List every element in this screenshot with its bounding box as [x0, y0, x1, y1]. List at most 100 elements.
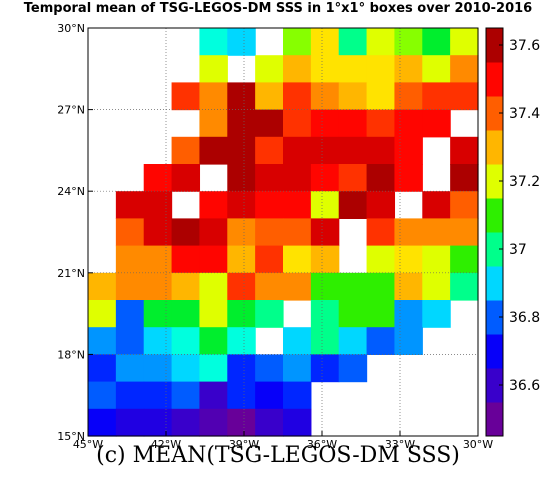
heatmap-cell — [199, 218, 228, 247]
heatmap-cell — [422, 55, 451, 83]
heatmap-cell — [171, 136, 201, 165]
colorbar-segment — [486, 28, 503, 63]
heatmap-cell — [310, 354, 340, 383]
heatmap-cell — [394, 272, 423, 301]
heatmap-cell — [394, 245, 423, 274]
heatmap-cell — [255, 164, 284, 192]
heatmap-cell — [310, 164, 340, 192]
heatmap-cell — [283, 55, 312, 83]
heatmap-cell — [283, 28, 312, 56]
heatmap-cell — [283, 327, 312, 355]
heatmap-cell — [450, 218, 479, 247]
heatmap-cell — [227, 245, 256, 274]
heatmap-cell — [394, 218, 423, 247]
y-tick-label: 15°N — [57, 430, 85, 443]
heatmap-cell — [171, 300, 201, 328]
heatmap-cell — [394, 136, 423, 165]
x-tick-labels: 45°W 42°W 39°W 36°W 33°W 30°W — [73, 438, 493, 451]
heatmap-cell — [255, 408, 284, 437]
heatmap-cell — [310, 136, 340, 165]
plot-frame — [87, 27, 479, 437]
heatmap-cell — [199, 354, 228, 383]
x-tick-label: 45°W — [73, 438, 103, 451]
y-tick-label: 18°N — [57, 348, 85, 361]
heatmap-cell — [88, 408, 117, 437]
heatmap-cell — [171, 245, 201, 274]
heatmap-cell — [450, 164, 479, 192]
heatmap-cell — [283, 191, 312, 219]
heatmap-cell — [338, 191, 368, 219]
colorbar-segment — [486, 96, 503, 131]
heatmap-cell — [283, 82, 312, 111]
heatmap-cell — [227, 109, 256, 138]
x-tick-label: 30°W — [463, 438, 493, 451]
heatmap-cell — [227, 327, 256, 355]
heatmap-cell — [255, 245, 284, 274]
heatmap-cell — [255, 354, 284, 383]
y-tick-label: 24°N — [57, 185, 85, 198]
heatmap-cell — [283, 381, 312, 410]
heatmap-cell — [143, 327, 173, 355]
heatmap-cell — [422, 82, 451, 111]
colorbar-tick-label: 37.6 — [509, 38, 540, 54]
grid-lines — [88, 28, 478, 436]
heatmap-cell — [171, 82, 201, 111]
heatmap-cell — [366, 218, 396, 247]
colorbar-segment — [486, 266, 503, 301]
x-tick-label: 39°W — [229, 438, 259, 451]
heatmap-cell — [450, 55, 479, 83]
heatmap-cell — [227, 82, 256, 111]
heatmap-cell — [227, 191, 256, 219]
heatmap-cell — [227, 300, 256, 328]
heatmap-cell — [450, 28, 479, 56]
heatmap-cell — [143, 245, 173, 274]
heatmap-cell — [255, 300, 284, 328]
heatmap-cell — [199, 327, 228, 355]
heatmap-cell — [199, 191, 228, 219]
heatmap-cell — [199, 300, 228, 328]
heatmap-cell — [283, 354, 312, 383]
heatmap-cell — [450, 136, 479, 165]
heatmap-cell — [394, 55, 423, 83]
heatmap-cell — [366, 28, 396, 56]
heatmap-cell — [450, 191, 479, 219]
heatmap-cell — [115, 354, 145, 383]
y-tick-label: 21°N — [57, 267, 85, 280]
heatmap-cell — [283, 245, 312, 274]
colorbar-segment — [486, 334, 503, 369]
colorbar — [485, 27, 504, 437]
heatmap-cell — [199, 109, 228, 138]
heatmap-cells — [88, 28, 479, 437]
x-tick-label: 42°W — [151, 438, 181, 451]
heatmap-cell — [338, 300, 368, 328]
colorbar-tick-label: 36.8 — [509, 310, 540, 326]
heatmap-cell — [227, 272, 256, 301]
heatmap-cell — [338, 28, 368, 56]
heatmap-cell — [255, 218, 284, 247]
heatmap-cell — [366, 109, 396, 138]
colorbar-segment — [486, 300, 503, 335]
heatmap-cell — [366, 300, 396, 328]
heatmap-cell — [171, 381, 201, 410]
heatmap-cell — [255, 191, 284, 219]
heatmap-cell — [227, 218, 256, 247]
heatmap-cell — [255, 136, 284, 165]
heatmap-cell — [88, 381, 117, 410]
heatmap-cell — [366, 327, 396, 355]
heatmap-cell — [310, 55, 340, 83]
heatmap-cell — [394, 327, 423, 355]
heatmap-cell — [199, 381, 228, 410]
heatmap-cell — [394, 82, 423, 111]
heatmap-cell — [394, 300, 423, 328]
heatmap-cell — [450, 272, 479, 301]
heatmap-cell — [422, 300, 451, 328]
heatmap-cell — [227, 136, 256, 165]
heatmap-cell — [422, 245, 451, 274]
heatmap-cell — [450, 82, 479, 111]
heatmap-cell — [227, 28, 256, 56]
heatmap-cell — [422, 28, 451, 56]
heatmap-cell — [171, 327, 201, 355]
heatmap-cell — [199, 55, 228, 83]
heatmap-cell — [422, 272, 451, 301]
heatmap-cell — [283, 272, 312, 301]
